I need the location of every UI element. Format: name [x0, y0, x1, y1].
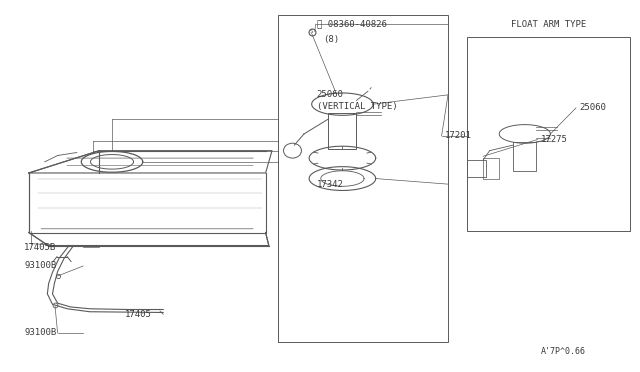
Text: 25060: 25060 — [317, 90, 344, 99]
Text: 93100B: 93100B — [24, 262, 56, 270]
Bar — [513, 142, 536, 171]
Bar — [278, 15, 448, 342]
Bar — [467, 37, 630, 231]
Text: Ⓢ 08360-40826: Ⓢ 08360-40826 — [317, 20, 387, 29]
FancyArrowPatch shape — [370, 88, 371, 89]
Text: 17275: 17275 — [541, 135, 568, 144]
Text: 17342: 17342 — [317, 180, 344, 189]
Text: FLOAT ARM TYPE: FLOAT ARM TYPE — [511, 20, 587, 29]
Text: 17405B: 17405B — [24, 243, 56, 252]
Text: (8): (8) — [323, 35, 339, 44]
Text: 17201: 17201 — [445, 131, 472, 140]
Text: 25060: 25060 — [579, 103, 606, 112]
Text: S: S — [310, 29, 314, 34]
Text: 93100B: 93100B — [24, 328, 56, 337]
Bar — [483, 158, 499, 179]
Text: 17405: 17405 — [125, 310, 152, 319]
Text: A'7P^0.66: A'7P^0.66 — [541, 347, 586, 356]
Text: (VERTICAL TYPE): (VERTICAL TYPE) — [317, 102, 397, 110]
Bar — [467, 160, 486, 177]
Bar — [328, 113, 356, 149]
